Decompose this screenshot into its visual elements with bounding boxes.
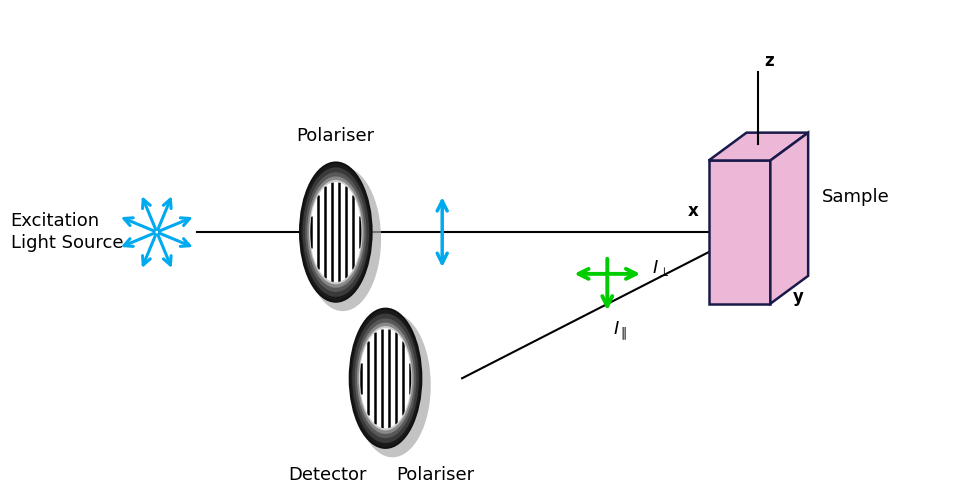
Ellipse shape bbox=[305, 167, 381, 311]
Polygon shape bbox=[709, 133, 809, 161]
Text: Excitation
Light Source: Excitation Light Source bbox=[11, 212, 124, 252]
Ellipse shape bbox=[358, 326, 412, 430]
Text: Sample: Sample bbox=[822, 188, 890, 206]
Ellipse shape bbox=[354, 319, 417, 438]
Text: Polariser: Polariser bbox=[397, 466, 474, 484]
Ellipse shape bbox=[309, 180, 363, 284]
Ellipse shape bbox=[300, 163, 372, 302]
Text: Detector: Detector bbox=[288, 466, 367, 484]
Text: $I_{\perp}$: $I_{\perp}$ bbox=[652, 258, 670, 278]
Text: Polariser: Polariser bbox=[297, 127, 375, 145]
Ellipse shape bbox=[354, 313, 431, 457]
Ellipse shape bbox=[360, 328, 411, 428]
Polygon shape bbox=[770, 133, 809, 304]
Ellipse shape bbox=[353, 314, 419, 443]
Polygon shape bbox=[709, 161, 770, 304]
Ellipse shape bbox=[308, 176, 364, 288]
Ellipse shape bbox=[357, 323, 414, 434]
Ellipse shape bbox=[350, 309, 422, 448]
Text: $I_{\parallel}$: $I_{\parallel}$ bbox=[613, 319, 627, 342]
Ellipse shape bbox=[303, 167, 369, 297]
Text: y: y bbox=[793, 288, 804, 306]
Text: z: z bbox=[764, 52, 774, 70]
Text: x: x bbox=[688, 202, 698, 220]
Ellipse shape bbox=[305, 172, 367, 292]
Ellipse shape bbox=[310, 182, 361, 282]
